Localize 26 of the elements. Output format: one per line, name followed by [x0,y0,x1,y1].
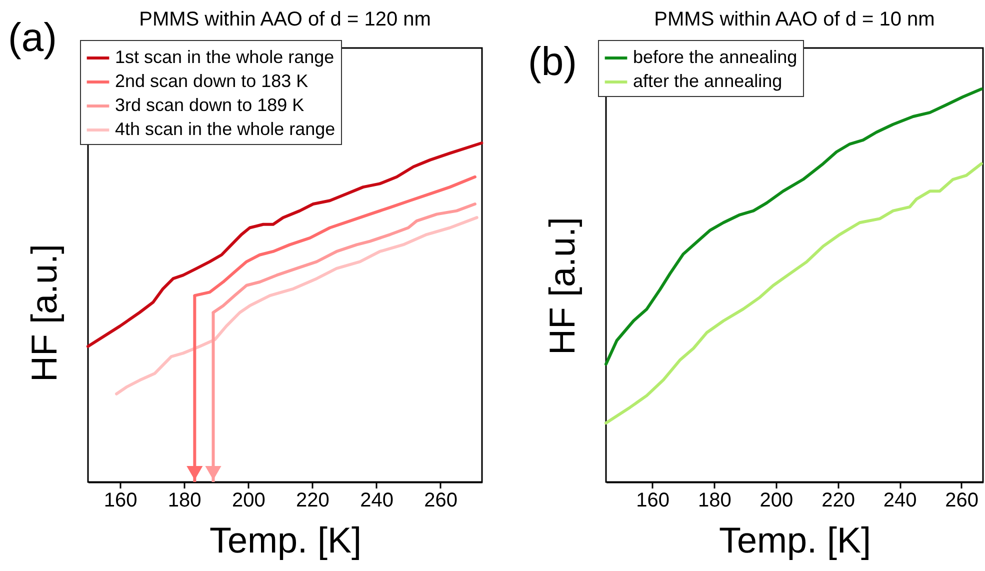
text: (b) [528,40,577,85]
x-tick-label: 200 [760,490,794,512]
legend-label: before the annealing [633,47,798,67]
text: (a) [8,16,57,61]
x-tick-label: 240 [360,490,394,512]
x-axis-title: Temp. [K] [209,520,362,560]
legend-label: 1st scan in the whole range [115,47,334,67]
x-tick-label: 200 [232,490,266,512]
chart-title: PMMS within AAO of d = 10 nm [654,8,935,30]
x-tick-label: 160 [636,490,670,512]
legend-label: 2nd scan down to 183 K [115,71,308,91]
x-axis-title: Temp. [K] [718,520,872,560]
y-axis-title: HF [a.u.] [24,244,64,382]
x-tick-label: 240 [883,490,917,512]
legend-label: after the annealing [633,71,782,91]
x-tick-label: 260 [945,490,979,512]
legend-label: 4th scan in the whole range [115,119,336,139]
y-axis-title: HF [a.u.] [542,216,582,356]
x-tick-label: 160 [104,490,138,512]
x-tick-label: 260 [424,490,458,512]
x-tick-label: 220 [822,490,855,512]
x-tick-label: 180 [698,490,732,512]
legend-label: 3rd scan down to 189 K [115,95,304,115]
x-tick-label: 220 [296,490,330,512]
x-tick-label: 180 [168,490,202,512]
chart-title: PMMS within AAO of d = 120 nm [139,8,431,30]
